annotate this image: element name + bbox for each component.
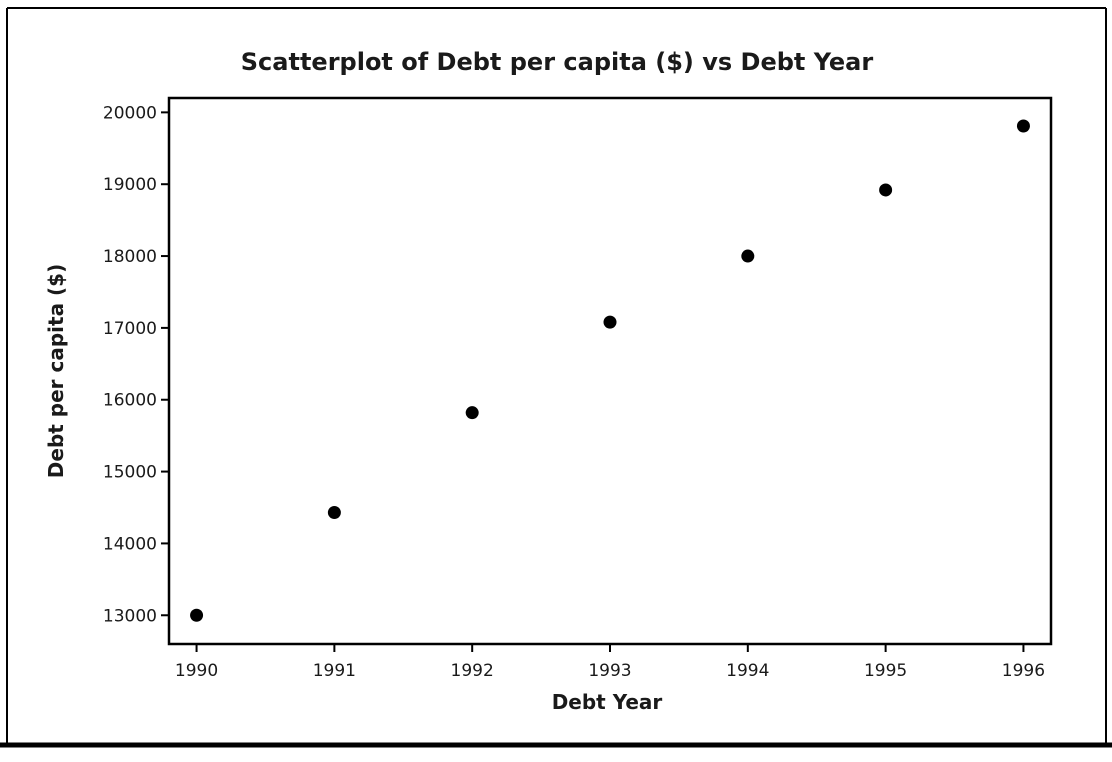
y-tick-label: 20000 bbox=[103, 103, 157, 123]
x-tick-label: 1995 bbox=[864, 661, 907, 681]
x-tick-label: 1991 bbox=[313, 661, 356, 681]
x-tick-label: 1996 bbox=[1002, 661, 1045, 681]
y-tick-label: 18000 bbox=[103, 247, 157, 267]
x-tick-label: 1993 bbox=[588, 661, 631, 681]
x-tick-label: 1992 bbox=[451, 661, 494, 681]
plot-area bbox=[167, 96, 1053, 646]
data-point bbox=[327, 506, 341, 520]
x-axis-label: Debt Year bbox=[552, 690, 663, 714]
x-axis-ticks: 1990 1991 1992 1993 1994 1995 1996 bbox=[175, 644, 1045, 681]
y-tick-label: 14000 bbox=[103, 534, 157, 554]
y-tick-label: 16000 bbox=[103, 391, 157, 411]
y-tick-label: 15000 bbox=[103, 463, 157, 483]
chart-title: Scatterplot of Debt per capita ($) vs De… bbox=[241, 48, 874, 76]
x-tick-label: 1994 bbox=[726, 661, 769, 681]
y-tick-label: 17000 bbox=[103, 319, 157, 339]
data-point bbox=[741, 249, 755, 263]
data-point bbox=[465, 406, 479, 420]
y-axis-ticks: 13000 14000 15000 16000 17000 18000 19000 20000 bbox=[103, 103, 169, 626]
data-point bbox=[879, 183, 893, 197]
data-point bbox=[1016, 119, 1030, 133]
y-tick-label: 19000 bbox=[103, 175, 157, 195]
y-axis-label: Debt per capita ($) bbox=[44, 264, 68, 478]
data-point bbox=[190, 608, 204, 622]
data-point bbox=[603, 315, 617, 329]
x-tick-label: 1990 bbox=[175, 661, 218, 681]
data-points bbox=[190, 119, 1030, 622]
y-tick-label: 13000 bbox=[103, 606, 157, 626]
